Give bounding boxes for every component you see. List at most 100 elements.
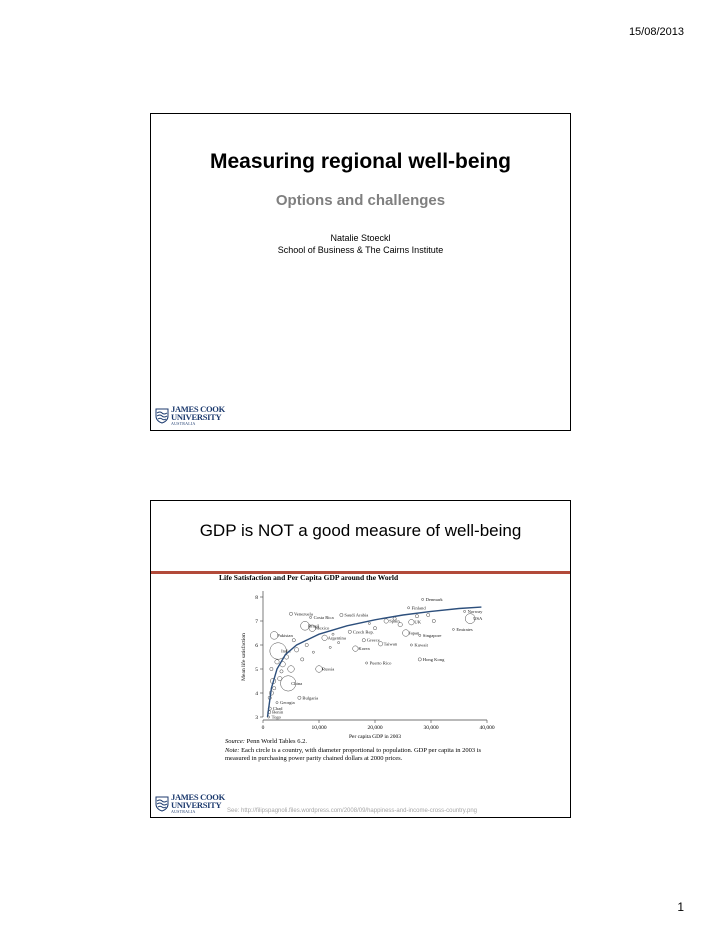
- data-point: [407, 606, 410, 610]
- jcu-logo: JAMES COOK UNIVERSITY AUSTRALIA: [155, 793, 225, 814]
- data-point: [289, 611, 293, 616]
- data-point: [321, 634, 328, 641]
- point-label: China: [291, 681, 302, 686]
- page-number: 1: [677, 900, 684, 914]
- data-point: [328, 646, 332, 649]
- data-point: [397, 622, 403, 628]
- life-satisfaction-chart: Life Satisfaction and Per Capita GDP aro…: [219, 573, 495, 739]
- data-point: [402, 629, 410, 637]
- data-point: [383, 618, 389, 624]
- point-label: Mexico: [315, 626, 330, 631]
- data-point: [280, 675, 297, 692]
- data-point: [421, 598, 424, 601]
- point-label: Chad: [273, 706, 283, 711]
- point-label: Pakistan: [277, 633, 293, 638]
- data-point: [465, 613, 476, 624]
- data-point: [308, 624, 316, 632]
- data-point: [294, 647, 300, 653]
- data-point: [368, 622, 371, 625]
- point-label: India: [281, 649, 290, 654]
- data-point: [408, 619, 415, 626]
- note-label: Note:: [225, 746, 240, 754]
- data-point: [304, 643, 309, 647]
- y-tick-label: 4: [255, 691, 258, 697]
- point-label: Hong Kong: [423, 657, 445, 662]
- slide-subtitle: Options and challenges: [275, 192, 446, 209]
- point-label: Taiwan: [384, 641, 398, 646]
- author-affiliation: School of Business & The Cairns Institut…: [277, 245, 444, 255]
- point-label: Benin: [272, 710, 284, 715]
- y-tick-label: 8: [255, 595, 258, 601]
- point-label: Czech Rep.: [353, 629, 374, 634]
- logo-text-line1: JAMES COOK: [171, 404, 225, 414]
- data-point: [272, 686, 277, 691]
- jcu-crest-icon: [155, 408, 169, 424]
- slide-gdp: GDP is NOT a good measure of well-being …: [150, 500, 571, 818]
- author-name: Natalie Stoeckl: [330, 233, 391, 243]
- chart-source: Source: Penn World Tables 6.2. Note: Eac…: [225, 738, 481, 764]
- point-label: Finland: [412, 605, 427, 610]
- data-point: [287, 665, 295, 673]
- y-tick-label: 5: [255, 667, 258, 673]
- data-point: [269, 667, 274, 671]
- data-point: [297, 695, 302, 700]
- point-label: Brazil: [308, 623, 320, 628]
- x-axis-label: Per capita GDP in 2003: [349, 734, 401, 739]
- logo-text-line2: UNIVERSITY: [171, 412, 222, 422]
- data-point: [361, 638, 366, 643]
- source-link[interactable]: See: http://filipspagnoli.files.wordpres…: [227, 808, 478, 814]
- point-label: Saudi Arabia: [344, 613, 368, 618]
- data-point: [331, 632, 335, 636]
- data-point: [365, 661, 368, 665]
- chart-title: Life Satisfaction and Per Capita GDP aro…: [219, 573, 399, 582]
- data-point: [309, 616, 312, 619]
- x-tick-label: 0: [262, 725, 265, 731]
- data-point: [426, 613, 431, 617]
- data-point: [347, 629, 352, 634]
- data-point: [337, 641, 340, 644]
- point-label: Emirates: [456, 627, 473, 632]
- logo-text-line2: UNIVERSITY: [171, 800, 222, 810]
- data-point: [275, 701, 279, 704]
- y-tick-label: 7: [255, 619, 258, 625]
- data-point: [373, 626, 377, 631]
- data-point: [339, 613, 344, 617]
- point-label: Venezuela: [294, 611, 313, 616]
- point-label: Argentina: [328, 635, 346, 640]
- logo-text-line1: JAMES COOK: [171, 792, 225, 802]
- point-label: Puerto Rico: [370, 661, 393, 666]
- data-point: [463, 610, 466, 613]
- date-header: 15/08/2013: [628, 26, 684, 38]
- data-point: [418, 634, 422, 637]
- point-label: UK: [414, 620, 421, 625]
- note-text-1: Each circle is a country, with diameter …: [241, 746, 482, 754]
- point-label: Russia: [322, 667, 334, 672]
- point-label: Kuwait: [414, 643, 428, 648]
- y-tick-label: 6: [255, 643, 258, 649]
- data-point: [269, 642, 287, 660]
- point-label: Norway: [468, 609, 484, 614]
- data-point: [452, 628, 455, 631]
- point-label: Costa Rica: [314, 615, 334, 620]
- title-divider: [151, 571, 570, 574]
- x-tick-label: 30,000: [423, 725, 438, 731]
- point-label: Spain: [389, 619, 400, 624]
- note-text-2: measured in purchasing power parity chai…: [225, 755, 403, 762]
- data-point: [415, 614, 419, 619]
- x-tick-label: 20,000: [367, 725, 382, 731]
- data-point: [378, 641, 384, 647]
- data-point: [291, 638, 296, 643]
- point-label: Korea: [358, 646, 369, 651]
- point-label: Japan: [409, 631, 420, 636]
- data-point: [431, 619, 436, 623]
- point-label: Singapore: [423, 633, 442, 638]
- data-point: [352, 645, 359, 652]
- point-label: Greece: [367, 638, 380, 643]
- jcu-logo: JAMES COOK UNIVERSITY AUSTRALIA: [155, 405, 225, 426]
- point-label: Denmark: [426, 597, 444, 602]
- data-point: [300, 657, 305, 662]
- point-label: USA: [473, 616, 483, 621]
- point-label: Georgia: [280, 700, 295, 705]
- slide-title-heading: Measuring regional well-being: [209, 150, 512, 173]
- point-label: Togo: [272, 715, 282, 720]
